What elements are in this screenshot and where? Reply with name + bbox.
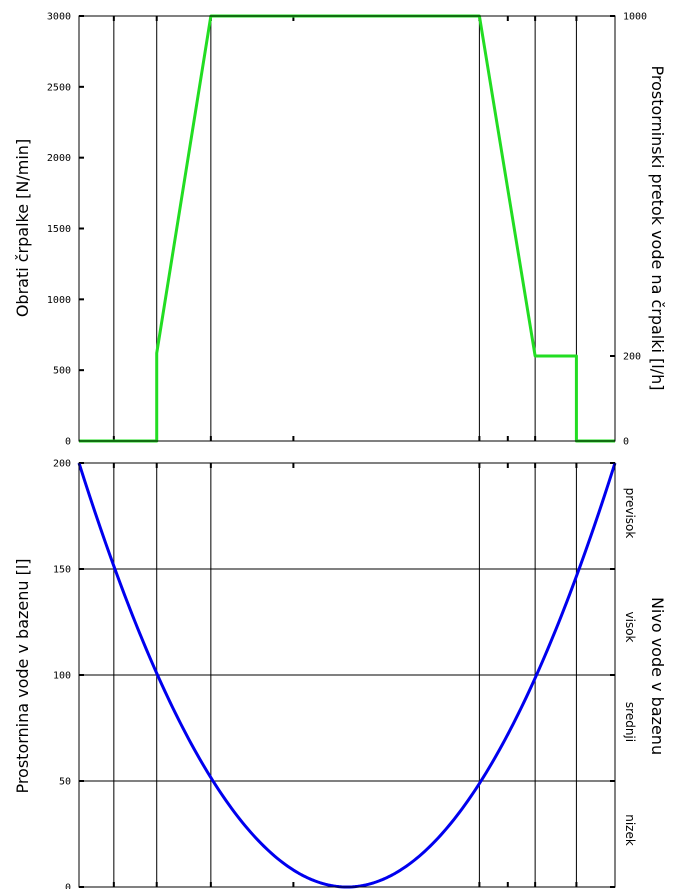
zone-label-srednji: srednji: [623, 702, 637, 742]
top-y2-tick-label: 200: [623, 352, 641, 363]
top-y-tick-label: 2000: [47, 153, 71, 164]
top-y2-tick-label: 1000: [623, 12, 647, 23]
top-y-tick-label: 3000: [47, 12, 71, 23]
top-y-tick-label: 2500: [47, 82, 71, 93]
top-y-tick-label: 1000: [47, 295, 71, 306]
bottom-y2-axis-title: Nivo vode v bazenu: [648, 597, 667, 755]
bottom-y-axis-title: Prostornina vode v bazenu [l]: [13, 558, 32, 793]
bottom-y-tick-label: 200: [53, 459, 71, 470]
top-y2-tick-label: 0: [623, 437, 629, 448]
zone-label-visok: visok: [623, 612, 637, 643]
top-y-tick-label: 1500: [47, 224, 71, 235]
top-y-tick-label: 0: [65, 437, 71, 448]
bottom-y-tick-label: 50: [59, 777, 71, 788]
zone-label-previsok: previsok: [623, 488, 637, 539]
top-y-tick-label: 500: [53, 366, 71, 377]
bottom-y-tick-label: 150: [53, 565, 71, 576]
top-y2-axis-title: Prostorninski pretok vode na črpalki [l/…: [648, 66, 667, 391]
bottom-y-tick-label: 0: [65, 883, 71, 889]
zone-label-nizek: nizek: [623, 814, 637, 846]
bottom-y-tick-label: 100: [53, 671, 71, 682]
top-y-axis-title: Obrati črpalke [N/min]: [13, 139, 32, 317]
